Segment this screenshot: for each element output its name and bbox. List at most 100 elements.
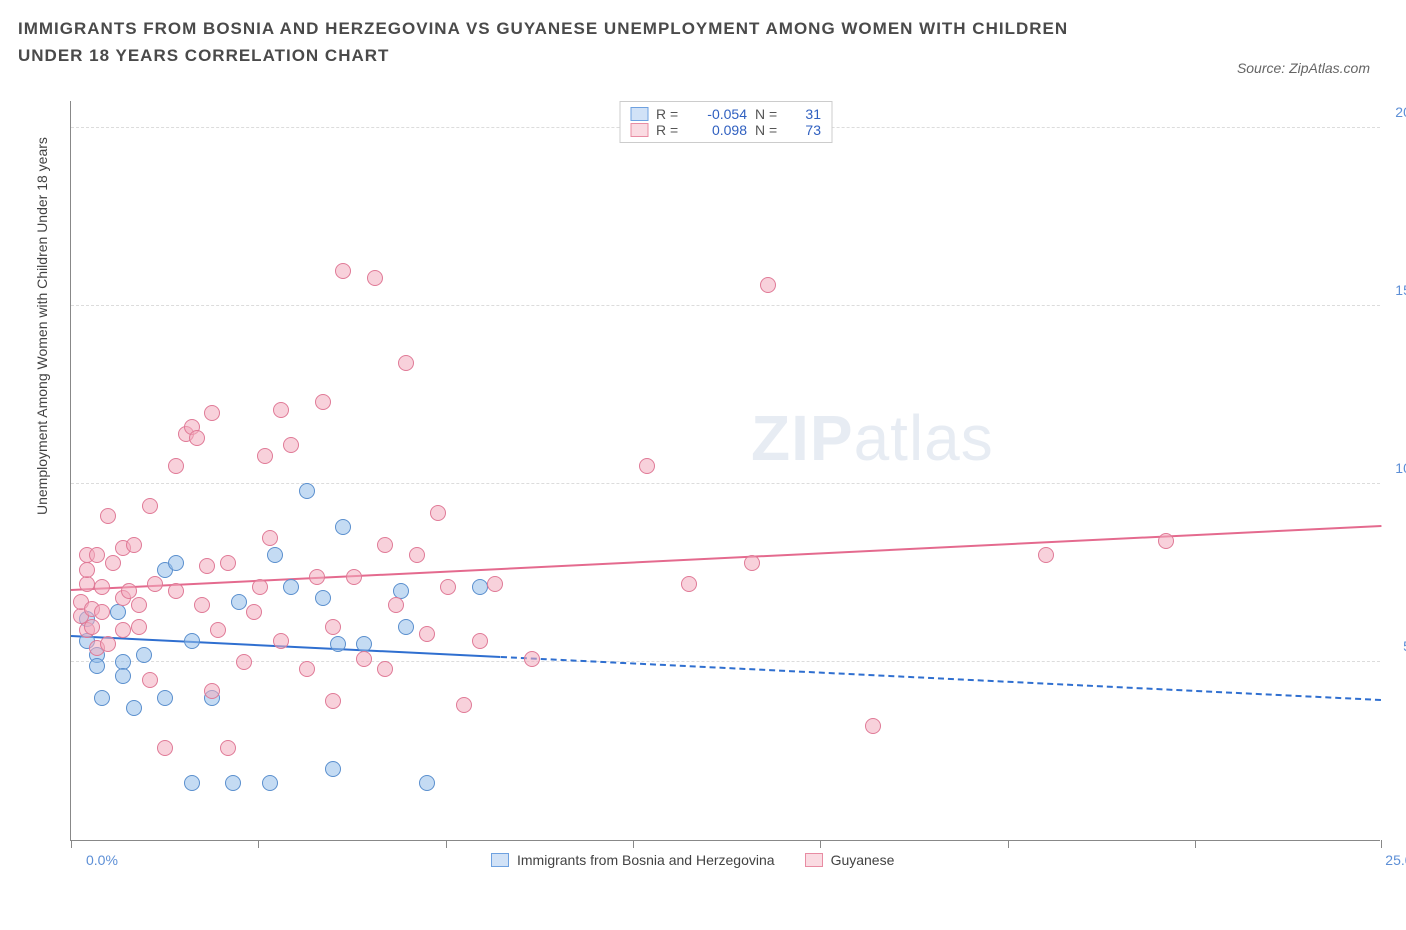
x-axis-min-label: 0.0% xyxy=(86,852,118,868)
point-guyanese xyxy=(168,458,184,474)
point-bosnia xyxy=(472,579,488,595)
point-guyanese xyxy=(744,555,760,571)
point-guyanese xyxy=(440,579,456,595)
legend-r-label: R = xyxy=(656,122,684,138)
point-guyanese xyxy=(262,530,278,546)
point-guyanese xyxy=(309,569,325,585)
point-guyanese xyxy=(94,579,110,595)
point-guyanese xyxy=(100,636,116,652)
point-guyanese xyxy=(142,498,158,514)
point-guyanese xyxy=(419,626,435,642)
point-guyanese xyxy=(283,437,299,453)
series-legend: Immigrants from Bosnia and Herzegovina Gu… xyxy=(491,852,894,868)
correlation-legend: R = -0.054 N = 31 R = 0.098 N = 73 xyxy=(619,101,832,143)
point-guyanese xyxy=(89,547,105,563)
point-guyanese xyxy=(105,555,121,571)
point-guyanese xyxy=(367,270,383,286)
point-bosnia xyxy=(168,555,184,571)
point-guyanese xyxy=(121,583,137,599)
legend-swatch xyxy=(630,107,648,121)
point-guyanese xyxy=(325,693,341,709)
point-bosnia xyxy=(330,636,346,652)
point-guyanese xyxy=(760,277,776,293)
point-guyanese xyxy=(236,654,252,670)
legend-n-value: 31 xyxy=(791,106,821,122)
point-bosnia xyxy=(110,604,126,620)
y-tick-label: 20.0% xyxy=(1395,104,1406,120)
point-guyanese xyxy=(639,458,655,474)
legend-r-value: -0.054 xyxy=(692,106,747,122)
point-guyanese xyxy=(252,579,268,595)
legend-item: Guyanese xyxy=(805,852,895,868)
point-guyanese xyxy=(346,569,362,585)
point-bosnia xyxy=(89,658,105,674)
point-bosnia xyxy=(225,775,241,791)
point-guyanese xyxy=(131,619,147,635)
x-tick xyxy=(446,840,447,848)
point-guyanese xyxy=(388,597,404,613)
legend-label: Guyanese xyxy=(831,852,895,868)
point-guyanese xyxy=(681,576,697,592)
x-tick xyxy=(1195,840,1196,848)
point-guyanese xyxy=(335,263,351,279)
legend-item: Immigrants from Bosnia and Herzegovina xyxy=(491,852,775,868)
point-guyanese xyxy=(257,448,273,464)
point-guyanese xyxy=(398,355,414,371)
point-guyanese xyxy=(1158,533,1174,549)
point-guyanese xyxy=(100,508,116,524)
legend-n-label: N = xyxy=(755,106,783,122)
point-bosnia xyxy=(157,690,173,706)
watermark: ZIPatlas xyxy=(751,401,994,475)
legend-n-label: N = xyxy=(755,122,783,138)
x-tick xyxy=(258,840,259,848)
legend-swatch xyxy=(630,123,648,137)
x-tick xyxy=(820,840,821,848)
point-guyanese xyxy=(299,661,315,677)
point-guyanese xyxy=(131,597,147,613)
point-bosnia xyxy=(335,519,351,535)
point-guyanese xyxy=(157,740,173,756)
point-guyanese xyxy=(356,651,372,667)
point-bosnia xyxy=(136,647,152,663)
point-guyanese xyxy=(273,402,289,418)
legend-r-value: 0.098 xyxy=(692,122,747,138)
point-guyanese xyxy=(246,604,262,620)
point-guyanese xyxy=(472,633,488,649)
point-guyanese xyxy=(199,558,215,574)
point-guyanese xyxy=(487,576,503,592)
point-bosnia xyxy=(419,775,435,791)
gridline xyxy=(71,661,1380,662)
legend-n-value: 73 xyxy=(791,122,821,138)
y-axis-label: Unemployment Among Women with Children U… xyxy=(34,137,50,515)
x-tick xyxy=(1381,840,1382,848)
point-bosnia xyxy=(184,633,200,649)
point-guyanese xyxy=(194,597,210,613)
point-guyanese xyxy=(84,619,100,635)
point-bosnia xyxy=(325,761,341,777)
chart-container: Unemployment Among Women with Children U… xyxy=(50,95,1390,875)
point-bosnia xyxy=(283,579,299,595)
point-guyanese xyxy=(1038,547,1054,563)
gridline xyxy=(71,305,1380,306)
legend-r-label: R = xyxy=(656,106,684,122)
x-axis-max-label: 25.0% xyxy=(1385,852,1406,868)
x-tick xyxy=(1008,840,1009,848)
point-guyanese xyxy=(147,576,163,592)
point-guyanese xyxy=(377,537,393,553)
point-guyanese xyxy=(273,633,289,649)
trend-line-bosnia-extrap xyxy=(501,656,1381,701)
point-guyanese xyxy=(210,622,226,638)
point-bosnia xyxy=(267,547,283,563)
x-tick xyxy=(633,840,634,848)
point-guyanese xyxy=(315,394,331,410)
legend-swatch xyxy=(491,853,509,867)
point-guyanese xyxy=(189,430,205,446)
point-guyanese xyxy=(204,405,220,421)
point-guyanese xyxy=(115,622,131,638)
point-bosnia xyxy=(231,594,247,610)
point-guyanese xyxy=(220,555,236,571)
legend-label: Immigrants from Bosnia and Herzegovina xyxy=(517,852,775,868)
point-guyanese xyxy=(204,683,220,699)
point-guyanese xyxy=(430,505,446,521)
point-guyanese xyxy=(409,547,425,563)
